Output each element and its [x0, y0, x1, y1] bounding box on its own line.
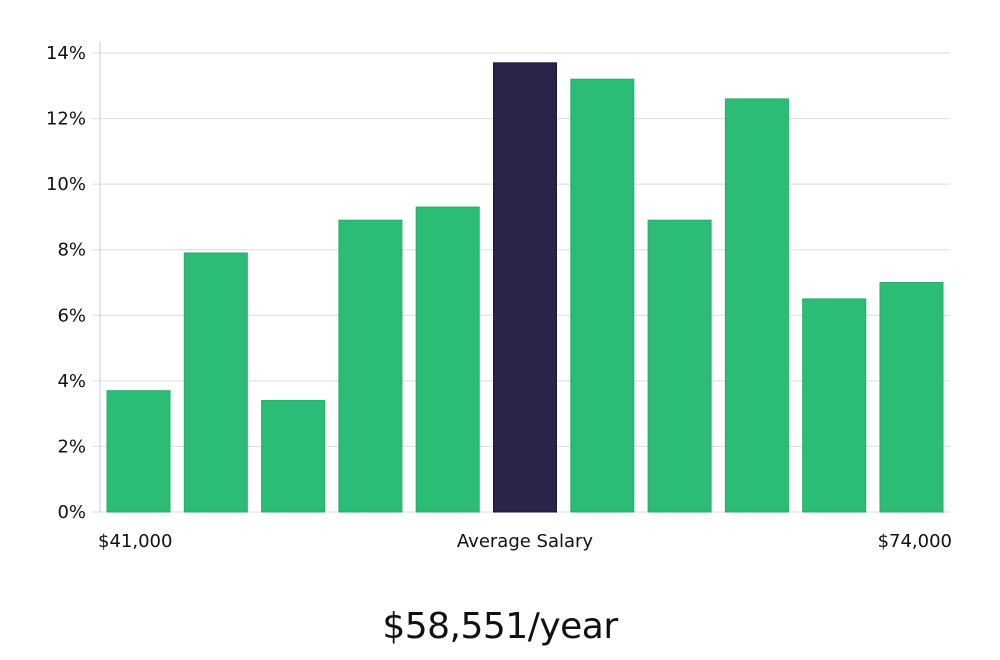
x-label-max: $74,000 [878, 531, 952, 552]
x-label-min: $41,000 [98, 531, 172, 552]
y-tick-label: 4% [57, 371, 86, 392]
y-axis-ticks: 0% 2% 4% 6% 8% 10% 12% 14% [46, 43, 86, 523]
y-tick-label: 12% [46, 109, 86, 130]
salary-histogram: 0% 2% 4% 6% 8% 10% 12% 14% $41,000 Average Sala… [46, 41, 952, 552]
bar [879, 282, 944, 513]
bar [183, 252, 248, 513]
bar [415, 206, 480, 513]
bar [261, 400, 326, 513]
bar [338, 219, 403, 513]
x-label-average: Average Salary [457, 531, 594, 552]
y-tick-label: 14% [46, 43, 86, 64]
bar [802, 298, 867, 513]
bar [106, 390, 171, 513]
bar [570, 78, 635, 513]
y-tick-label: 2% [57, 436, 86, 457]
bars [106, 62, 944, 513]
y-tick-label: 6% [57, 305, 86, 326]
y-tick-label: 0% [57, 502, 86, 523]
bar [647, 219, 712, 513]
y-tick-label: 10% [46, 174, 86, 195]
average-salary-caption: $58,551/year [382, 606, 618, 647]
bar [724, 98, 789, 513]
y-tick-label: 8% [57, 240, 86, 261]
bar-average-highlight [493, 62, 557, 513]
